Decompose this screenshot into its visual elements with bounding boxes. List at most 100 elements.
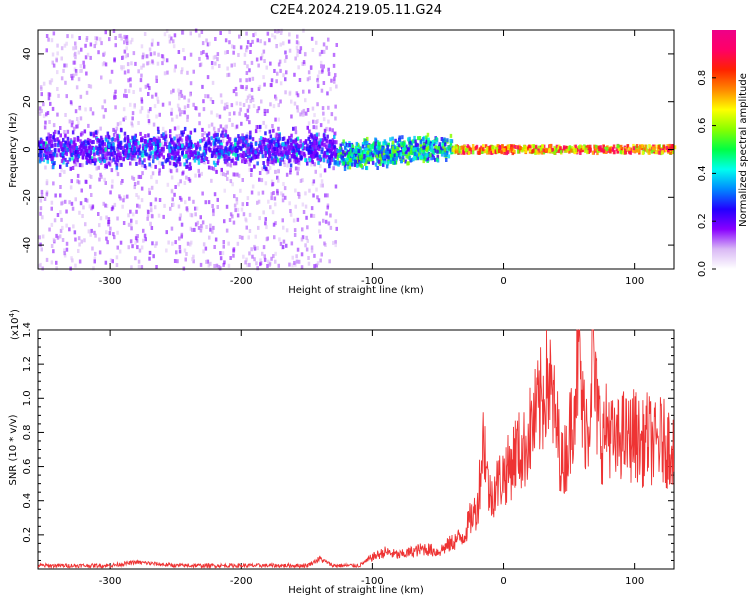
heatmap-cell [96,151,99,155]
heatmap-cell [213,150,216,155]
heatmap-cell [173,162,176,167]
heatmap-cell [141,149,145,154]
heatmap-cell [139,87,142,92]
heatmap-cell [422,137,425,142]
heatmap-cell [299,139,302,144]
heatmap-cell [258,150,262,154]
heatmap-cell [261,154,265,159]
heatmap-cell [211,151,215,156]
heatmap-cell [147,109,150,114]
heatmap-cell [74,45,78,50]
heatmap-cell [139,109,142,114]
heatmap-cell [329,157,332,162]
heatmap-cell [208,140,211,145]
heatmap-cell [278,136,282,141]
heatmap-cell [445,158,448,162]
heatmap-cell [546,149,550,154]
heatmap-cell [178,92,181,97]
heatmap-cell [189,130,193,135]
heatmap-cell [345,148,348,153]
heatmap-cell [176,259,179,264]
heatmap-cell [325,45,328,50]
heatmap-cell [204,94,207,99]
heatmap-cell [279,99,282,104]
heatmap-cell [116,133,119,138]
heatmap-cell [433,139,436,144]
heatmap-cell [217,128,220,133]
heatmap-cell [64,141,67,146]
heatmap-cell [79,116,83,121]
heatmap-cell [325,126,328,131]
heatmap-cell [239,107,242,112]
heatmap-cell [219,256,223,261]
heatmap-cell [215,169,218,174]
heatmap-cell [293,154,296,159]
heatmap-cell [239,84,243,89]
heatmap-cell [290,146,293,151]
heatmap-cell [271,159,274,164]
heatmap-cell [316,102,319,107]
heatmap-cell [183,248,187,253]
heatmap-cell [216,161,219,166]
heatmap-cell [107,222,110,227]
heatmap-cell [162,148,165,153]
heatmap-cell [245,134,248,139]
heatmap-cell [71,76,74,81]
heatmap-cell [270,83,273,88]
heatmap-cell [155,241,158,246]
heatmap-cell [386,150,389,155]
heatmap-cell [56,87,59,91]
heatmap-cell [225,142,229,147]
heatmap-cell [229,212,233,217]
heatmap-cell [113,202,117,207]
heatmap-cell [183,181,187,185]
heatmap-cell [257,191,260,196]
heatmap-cell [50,139,53,144]
heatmap-cell [156,61,160,66]
heatmap-cell [493,149,497,154]
heatmap-cell [271,124,274,128]
heatmap-cell [191,257,194,262]
heatmap-cell [56,137,59,142]
heatmap-cell [383,157,387,162]
heatmap-cell [257,225,260,230]
heatmap-cell [234,142,237,147]
heatmap-cell [253,155,256,160]
heatmap-cell [201,191,204,196]
heatmap-cell [175,134,178,139]
heatmap-cell [252,104,256,108]
heatmap-cell [264,131,267,136]
heatmap-cell [103,142,107,147]
heatmap-cell [294,159,298,164]
heatmap-cell [165,139,168,144]
heatmap-cell [669,146,672,151]
heatmap-cell [648,150,651,155]
heatmap-cell [595,144,598,149]
heatmap-cell [279,42,282,47]
heatmap-cell [432,142,436,147]
heatmap-cell [170,137,173,142]
heatmap-cell [231,214,234,219]
heatmap-cell [612,144,616,149]
heatmap-cell [200,138,204,143]
heatmap-cell [316,80,320,85]
heatmap-cell [246,114,250,119]
heatmap-cell [382,155,385,160]
heatmap-cell [274,117,277,122]
heatmap-cell [387,142,390,147]
heatmap-cell [650,149,654,154]
heatmap-cell [135,145,139,150]
heatmap-cell [315,135,318,140]
heatmap-cell [120,145,123,150]
heatmap-cell [307,121,311,126]
heatmap-cell [192,144,195,149]
heatmap-cell [201,127,204,132]
heatmap-cell [45,136,49,141]
heatmap-cell [149,202,153,207]
heatmap-cell [232,172,235,177]
heatmap-cell [128,155,131,160]
heatmap-cell [635,144,639,148]
heatmap-cell [146,216,149,221]
heatmap-cell [185,175,188,180]
